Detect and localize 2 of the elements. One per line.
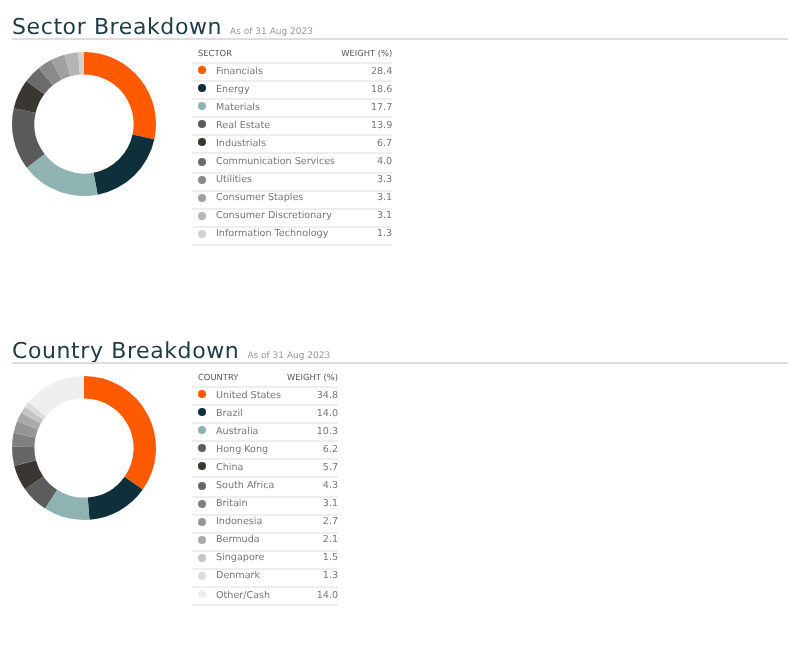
chart-title: Sector Breakdown — [12, 14, 223, 40]
chart-title: Country Breakdown — [12, 338, 240, 364]
